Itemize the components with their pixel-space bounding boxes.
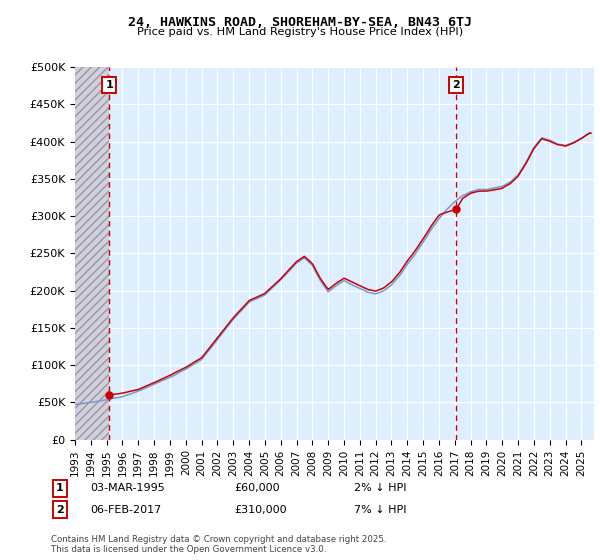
Text: 2: 2 [56, 505, 64, 515]
Text: Contains HM Land Registry data © Crown copyright and database right 2025.
This d: Contains HM Land Registry data © Crown c… [51, 535, 386, 554]
Text: Price paid vs. HM Land Registry's House Price Index (HPI): Price paid vs. HM Land Registry's House … [137, 27, 463, 37]
Bar [75, 67, 109, 440]
Text: 1: 1 [106, 80, 113, 90]
Text: 2: 2 [452, 80, 460, 90]
Text: 24, HAWKINS ROAD, SHOREHAM-BY-SEA, BN43 6TJ: 24, HAWKINS ROAD, SHOREHAM-BY-SEA, BN43 … [128, 16, 472, 29]
Text: 2% ↓ HPI: 2% ↓ HPI [354, 483, 407, 493]
Text: £60,000: £60,000 [234, 483, 280, 493]
Text: 1: 1 [56, 483, 64, 493]
Text: 03-MAR-1995: 03-MAR-1995 [90, 483, 165, 493]
Text: £310,000: £310,000 [234, 505, 287, 515]
Text: 7% ↓ HPI: 7% ↓ HPI [354, 505, 407, 515]
Text: 06-FEB-2017: 06-FEB-2017 [90, 505, 161, 515]
